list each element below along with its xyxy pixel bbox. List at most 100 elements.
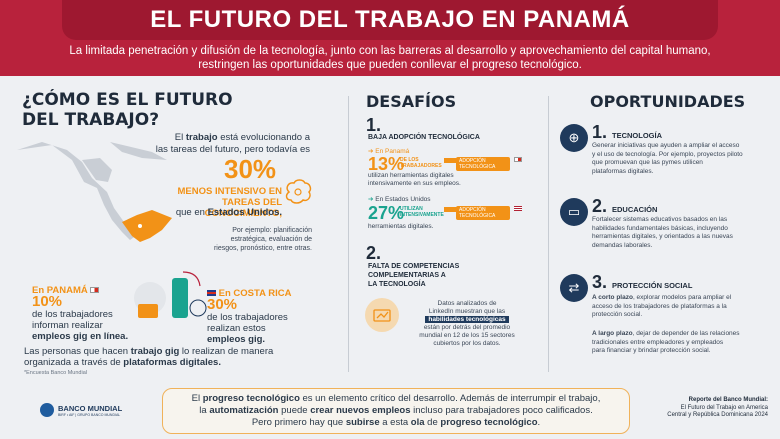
panama-line: informan realizar [32,320,103,331]
page-title: EL FUTURO DEL TRABAJO EN PANAMÁ [150,6,630,33]
c1-us-track: ADOPCIÓN TECNOLÓGICA [444,206,510,220]
challenge-2-title: FALTA DE COMPETENCIAS COMPLEMENTARIAS A … [368,262,459,289]
c1-panama-pct-desc: DE LOS TRABAJADORES [400,157,442,169]
c2-line: están por detrás del promedio [423,324,511,331]
intro-text: El trabajo está evolucionando a las tare… [140,132,310,156]
title-line: LA TECNOLOGÍA [368,281,426,288]
opp-line: herramientas digitales, y orientados a l… [592,233,733,240]
opp-line: y el uso de tecnología. Por ejemplo, pro… [592,150,743,158]
c2-line: mundial en 12 de los 15 sectores [419,332,515,339]
challenge-1: 1. [366,115,381,136]
challenge-num: 1. [366,115,382,135]
opp-line: para financiar y brindar protección soci… [592,347,711,354]
opp-line: , dejar de depender de las relaciones [632,330,740,337]
example-line: estratégica, evaluación de [230,236,312,243]
desc-line: UTILIZAN [400,206,423,212]
c1-tag: ADOPCIÓN TECNOLÓGICA [456,157,510,171]
subtitle-line: La limitada penetración y difusión de la… [69,45,711,57]
desc-line: TRABAJADORES [400,163,442,169]
cr-line: empleos gig. [207,334,266,345]
f-part: Pero primero hay que [251,417,346,428]
monitor-icon: ▭ [560,198,588,226]
divider [548,96,549,372]
opp-3-title: PROTECCIÓN SOCIAL [612,281,693,290]
panama-flag-icon [90,287,100,294]
c1-line: intensivamente en sus empleos. [368,180,461,187]
desc-line: MENOS INTENSIVO EN [177,186,282,197]
us-flag-icon [514,206,522,211]
heading-line: DEL TRABAJO? [22,110,160,130]
c1-us-pct: 27% [368,203,405,223]
opp-line: que promuevan que las pymes utilicen [592,159,703,166]
panama-dot [138,224,142,228]
opp-3-text-a: A corto plazo, explorar modelos para amp… [592,294,767,320]
f-bold: progreso tecnológico [202,393,300,404]
panama-pct: 10% [32,293,63,310]
c2-text: Datos analizados de LinkedIn muestran qu… [402,300,532,348]
f-part: de [424,417,441,428]
report-reference: Reporte del Banco Mundial: El Futuro del… [640,397,768,420]
panama-line: de los trabajadores [32,309,113,320]
c1-panama-label: ➔ En Panamá [368,148,410,155]
opp-3-text-b: A largo plazo, dejar de depender de las … [592,330,767,356]
brain-gear-icon [285,179,312,204]
gig-bold: plataformas digitales. [123,357,221,368]
example-text: Por ejemplo: planificación estratégica, … [200,226,312,253]
compare-bold: Estados Unidos. [207,207,282,218]
thirty-percent: 30% [224,154,277,184]
opp-2-text: Fortalecer sistemas educativos basados e… [592,216,762,250]
c2-line: cubiertos por los datos. [433,340,501,347]
divider [348,96,349,372]
opp-line: demandas laborales. [592,241,653,249]
report-line: El Futuro del Trabajo en America [680,404,768,411]
gig-part: lo realizan de manera [179,346,274,357]
c2-line: Datos analizados de [437,300,497,307]
title-line: COMPLEMENTARIAS A [368,272,446,279]
compare-us: que en Estados Unidos. [170,207,282,218]
opp-line: acceso de los trabajadores de plataforma… [592,302,727,310]
desc-line: INTENSIVAMENTE [400,212,444,218]
f-part: es un elemento crítico del desarrollo. A… [299,393,601,404]
c1-tag: ADOPCIÓN TECNOLÓGICA [456,206,510,220]
opp-line: tradicionales entre empleadores y emplea… [592,338,724,346]
left-heading: ¿CÓMO ES EL FUTURO DEL TRABAJO? [22,90,233,130]
subtitle-line: restringen las oportunidades que pueden … [198,59,582,71]
opp-line: habilidades fundamentales básicas, inclu… [592,224,728,232]
c1-panama-text: utilizan herramientas digitales intensiv… [368,172,461,188]
c2-line: LinkedIn muestran que las [428,308,506,315]
gig-bold: trabajo gig [130,346,180,357]
example-line: riesgos, pronóstico, entre otras. [213,245,312,252]
f-part: El [191,393,203,404]
skills-icon [365,298,399,332]
opp-2-num: 2. [592,196,608,216]
c1-panama-pct: 13% [368,154,405,174]
compare-pre: que en [175,207,208,218]
desc-line: DE LOS [400,157,419,163]
opp-bold: A corto plazo [592,294,633,301]
gig-part: organizada a través de [24,357,124,368]
opp-2-title: EDUCACIÓN [612,205,658,214]
opp-line: Generar iniciativas que ayuden a ampliar… [592,142,740,149]
f-bold: progreso tecnológico [440,417,538,428]
challenge-2-num: 2. [366,243,382,263]
report-line: Central y República Dominicana 2024 [667,412,768,418]
logo-text: BANCO MUNDIAL [58,404,123,413]
intro-bold: trabajo [185,132,218,143]
opp-line: protección social. [592,311,643,318]
example-line: Por ejemplo: planificación [232,227,312,234]
footer-message: El progreso tecnológico es un elemento c… [162,388,630,434]
opp-line: plataformas digitales. [592,167,654,175]
world-bank-logo-icon [40,403,54,417]
f-bold: crear nuevos empleos [310,405,411,416]
f-bold: subirse [345,417,380,428]
opp-1-text: Generar iniciativas que ayuden a ampliar… [592,142,762,176]
c1-pan-label: En Panamá [375,148,410,155]
intro-part: El [174,132,186,143]
opp-1-title: TECNOLOGÍA [612,131,662,140]
f-part: puede [278,405,311,416]
handshake-icon: ⇄ [560,274,588,302]
c1-us-desc: UTILIZAN INTENSIVAMENTE [400,206,444,218]
central-america-map [17,142,172,242]
cr-label: En COSTA RICA [218,288,292,299]
panama-label: En PANAMÁ [32,285,88,296]
